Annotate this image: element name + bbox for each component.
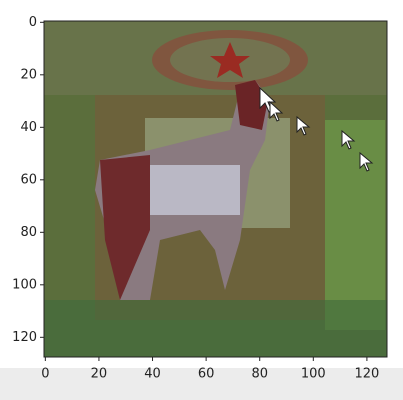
bottom-band bbox=[0, 368, 403, 400]
plot-frame bbox=[43, 20, 388, 358]
image-region bbox=[325, 120, 385, 330]
x-tick-label: 80 bbox=[251, 367, 268, 382]
x-tick-label: 0 bbox=[41, 367, 49, 382]
x-tick-label: 120 bbox=[354, 367, 379, 382]
x-tick-label: 40 bbox=[144, 367, 161, 382]
cursor-icon bbox=[296, 115, 311, 136]
x-tick-label: 60 bbox=[198, 367, 215, 382]
image-region bbox=[44, 300, 387, 357]
cursor-icon bbox=[269, 100, 284, 122]
image-region bbox=[100, 155, 150, 300]
image-region bbox=[150, 165, 240, 215]
cursor-icon bbox=[359, 151, 374, 172]
y-tick-label: 40 bbox=[20, 120, 37, 135]
y-tick-label: 60 bbox=[20, 172, 37, 187]
y-tick-label: 100 bbox=[12, 277, 37, 292]
x-tick-label: 100 bbox=[301, 367, 326, 382]
y-tick-label: 80 bbox=[20, 225, 37, 240]
cursor-icon bbox=[341, 129, 356, 150]
y-tick-label: 20 bbox=[20, 67, 37, 82]
x-tick-label: 20 bbox=[91, 367, 108, 382]
y-tick-label: 120 bbox=[12, 330, 37, 345]
y-tick-label: 0 bbox=[29, 15, 37, 30]
cursors bbox=[259, 86, 374, 172]
image-region bbox=[210, 42, 250, 78]
